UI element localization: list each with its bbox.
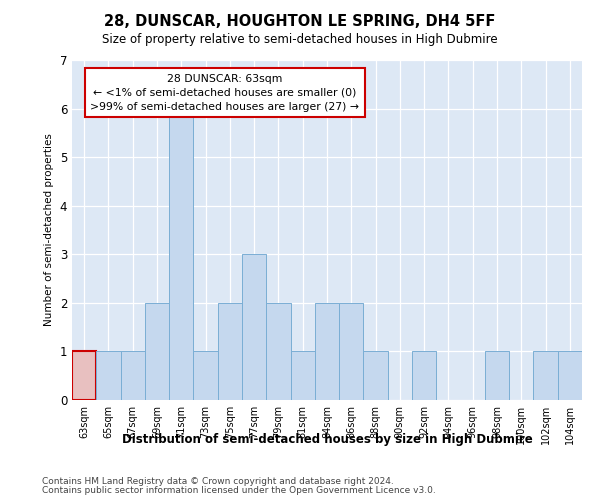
Y-axis label: Number of semi-detached properties: Number of semi-detached properties (44, 134, 54, 326)
Bar (242, 254, 266, 400)
Bar (290, 352, 315, 400)
Text: 28, DUNSCAR, HOUGHTON LE SPRING, DH4 5FF: 28, DUNSCAR, HOUGHTON LE SPRING, DH4 5FF (104, 14, 496, 29)
Text: Size of property relative to semi-detached houses in High Dubmire: Size of property relative to semi-detach… (102, 32, 498, 46)
Bar (72, 352, 96, 400)
Bar (145, 303, 169, 400)
Text: 28 DUNSCAR: 63sqm
← <1% of semi-detached houses are smaller (0)
>99% of semi-det: 28 DUNSCAR: 63sqm ← <1% of semi-detached… (91, 74, 359, 112)
Text: Contains HM Land Registry data © Crown copyright and database right 2024.: Contains HM Land Registry data © Crown c… (42, 477, 394, 486)
Bar (412, 352, 436, 400)
Bar (266, 303, 290, 400)
Bar (558, 352, 582, 400)
Bar (121, 352, 145, 400)
Bar (485, 352, 509, 400)
Bar (364, 352, 388, 400)
Bar (339, 303, 364, 400)
Bar (218, 303, 242, 400)
Text: Contains public sector information licensed under the Open Government Licence v3: Contains public sector information licen… (42, 486, 436, 495)
Bar (96, 352, 121, 400)
Bar (315, 303, 339, 400)
Bar (169, 108, 193, 400)
Bar (533, 352, 558, 400)
Bar (193, 352, 218, 400)
Text: Distribution of semi-detached houses by size in High Dubmire: Distribution of semi-detached houses by … (122, 432, 532, 446)
